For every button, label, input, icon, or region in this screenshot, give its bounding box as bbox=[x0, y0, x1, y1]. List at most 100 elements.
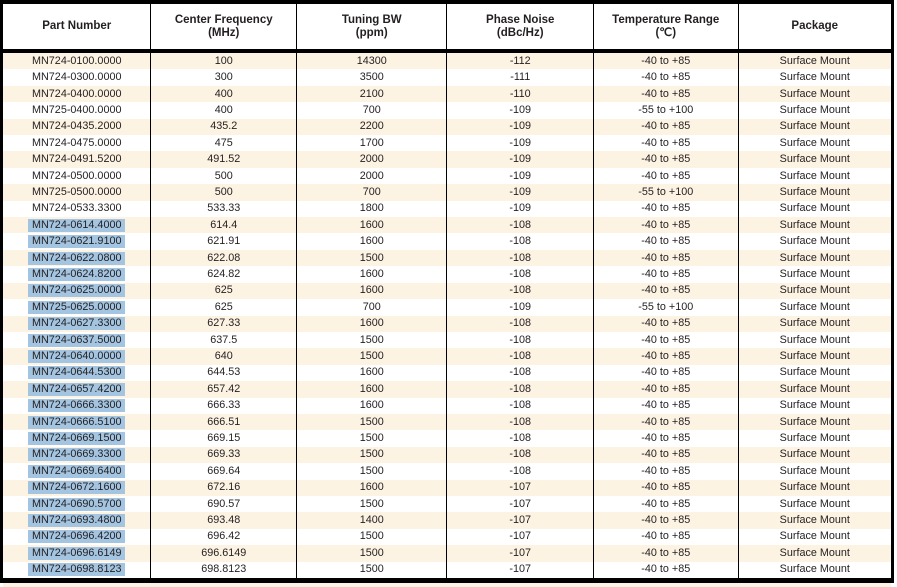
table-cell-package: Surface Mount bbox=[739, 463, 892, 479]
table-cell-part-number[interactable]: MN724-0491.5200 bbox=[3, 151, 152, 168]
table-cell-part-number[interactable]: MN724-0475.0000 bbox=[3, 135, 152, 152]
table-cell-part-number[interactable]: MN724-0666.5100 bbox=[3, 413, 152, 431]
table-cell-part-number[interactable]: MN724-0625.0000 bbox=[3, 282, 152, 300]
cell-text: 1600 bbox=[359, 382, 384, 395]
table-cell-part-number[interactable]: MN724-0627.3300 bbox=[3, 315, 152, 332]
table-cell-part-number[interactable]: MN724-0669.1500 bbox=[3, 430, 152, 447]
selected-text: MN724-0698.8123 bbox=[28, 563, 126, 577]
cell-text: Surface Mount bbox=[779, 136, 850, 149]
table-cell-part-number[interactable]: MN724-0622.0800 bbox=[3, 249, 152, 267]
cell-text: -108 bbox=[509, 432, 532, 445]
cell-text: 1500 bbox=[359, 350, 384, 363]
table-cell-temperature-range-c: -40 to +85 bbox=[594, 217, 739, 234]
table-cell-part-number[interactable]: MN724-0644.5300 bbox=[3, 364, 152, 382]
table-cell-package: Surface Mount bbox=[739, 201, 892, 217]
table-cell-part-number[interactable]: MN724-0621.9100 bbox=[3, 233, 152, 250]
table-cell-part-number[interactable]: MN724-0657.4200 bbox=[3, 381, 152, 398]
table-cell-package: Surface Mount bbox=[739, 381, 892, 397]
table-cell-part-number[interactable]: MN724-0669.6400 bbox=[3, 463, 152, 480]
cell-text: -108 bbox=[509, 251, 532, 264]
cell-text: 696.6149 bbox=[201, 546, 247, 559]
table-cell-center-frequency-mhz: 640 bbox=[151, 348, 297, 365]
table-cell-tuning-bw-ppm: 1500 bbox=[297, 528, 448, 546]
cell-text: 1500 bbox=[359, 563, 384, 576]
cell-text: 669.64 bbox=[207, 464, 241, 477]
table-cell-temperature-range-c: -40 to +85 bbox=[594, 446, 739, 464]
cell-text: Surface Mount bbox=[779, 563, 850, 576]
table-cell-temperature-range-c: -40 to +85 bbox=[594, 282, 739, 300]
cell-text: Surface Mount bbox=[779, 218, 850, 231]
table-cell-part-number[interactable]: MN724-0100.0000 bbox=[3, 53, 152, 70]
cell-text: 14300 bbox=[356, 54, 387, 67]
table-cell-package: Surface Mount bbox=[739, 233, 892, 249]
cell-text: 666.51 bbox=[207, 415, 241, 428]
table-cell-part-number[interactable]: MN724-0669.3300 bbox=[3, 446, 152, 464]
table-cell-phase-noise-dbc-hz: -108 bbox=[447, 217, 594, 234]
cell-text: 1600 bbox=[359, 366, 384, 379]
table-cell-part-number[interactable]: MN725-0400.0000 bbox=[3, 102, 152, 119]
table-cell-part-number[interactable]: MN725-0500.0000 bbox=[3, 184, 152, 201]
cell-text: -108 bbox=[509, 284, 532, 297]
table-cell-part-number[interactable]: MN724-0300.0000 bbox=[3, 69, 152, 86]
table-cell-package: Surface Mount bbox=[739, 217, 892, 233]
table-cell-part-number[interactable]: MN724-0696.6149 bbox=[3, 545, 152, 562]
table-cell-tuning-bw-ppm: 1500 bbox=[297, 348, 448, 365]
table-cell-tuning-bw-ppm: 1500 bbox=[297, 446, 448, 464]
selected-text: MN724-0624.8200 bbox=[28, 267, 126, 281]
cell-text: 1600 bbox=[359, 218, 384, 231]
cell-text: 3500 bbox=[359, 71, 384, 84]
selected-text: MN724-0690.5700 bbox=[28, 497, 126, 511]
table-cell-part-number[interactable]: MN724-0693.4800 bbox=[3, 512, 152, 529]
cell-text: MN724-0435.2000 bbox=[32, 120, 122, 133]
table-cell-tuning-bw-ppm: 2000 bbox=[297, 167, 448, 185]
cell-text: Surface Mount bbox=[779, 185, 850, 198]
table-cell-temperature-range-c: -40 to +85 bbox=[594, 348, 739, 365]
cell-text: 400 bbox=[214, 87, 233, 100]
table-cell-part-number[interactable]: MN724-0637.5000 bbox=[3, 331, 152, 349]
cell-text: 614.4 bbox=[210, 218, 238, 231]
cell-text: Surface Mount bbox=[779, 87, 850, 100]
cell-text: -40 to +85 bbox=[641, 120, 691, 133]
table-cell-part-number[interactable]: MN724-0624.8200 bbox=[3, 266, 152, 283]
cell-text: -111 bbox=[510, 71, 531, 84]
table-cell-phase-noise-dbc-hz: -109 bbox=[447, 167, 594, 185]
table-cell-part-number[interactable]: MN725-0625.0000 bbox=[3, 299, 152, 316]
cell-text: -108 bbox=[509, 317, 532, 330]
table-cell-part-number[interactable]: MN724-0690.5700 bbox=[3, 495, 152, 513]
table-cell-part-number[interactable]: MN724-0533.3300 bbox=[3, 200, 152, 218]
table-cell-package: Surface Mount bbox=[739, 430, 892, 446]
table-cell-temperature-range-c: -40 to +85 bbox=[594, 495, 739, 513]
table-cell-part-number[interactable]: MN724-0672.1600 bbox=[3, 479, 152, 496]
cell-text: -40 to +85 bbox=[641, 235, 691, 248]
table-cell-part-number[interactable]: MN724-0666.3300 bbox=[3, 397, 152, 414]
table-cell-phase-noise-dbc-hz: -108 bbox=[447, 446, 594, 464]
table-cell-tuning-bw-ppm: 1500 bbox=[297, 463, 448, 480]
table-cell-part-number[interactable]: MN724-0400.0000 bbox=[3, 85, 152, 103]
table-cell-phase-noise-dbc-hz: -108 bbox=[447, 364, 594, 382]
table-cell-center-frequency-mhz: 533.33 bbox=[151, 200, 297, 218]
table-body: MN724-0100.0000 100 14300 -112 -40 to +85 Sur… bbox=[3, 53, 891, 578]
table-cell-part-number[interactable]: MN724-0500.0000 bbox=[3, 167, 152, 185]
cell-text: -108 bbox=[509, 415, 532, 428]
table-cell-part-number[interactable]: MN724-0435.2000 bbox=[3, 118, 152, 136]
cell-text: Surface Mount bbox=[779, 481, 850, 494]
table-cell-part-number[interactable]: MN724-0640.0000 bbox=[3, 348, 152, 365]
cell-text: 1600 bbox=[359, 481, 384, 494]
table-cell-package: Surface Mount bbox=[739, 283, 892, 299]
table-cell-part-number[interactable]: MN724-0614.4000 bbox=[3, 217, 152, 234]
table-cell-part-number[interactable]: MN724-0698.8123 bbox=[3, 561, 152, 578]
table-cell-phase-noise-dbc-hz: -108 bbox=[447, 282, 594, 300]
table-cell-part-number[interactable]: MN724-0696.4200 bbox=[3, 528, 152, 546]
table-cell-tuning-bw-ppm: 2100 bbox=[297, 85, 448, 103]
table-row: MN724-0533.3300 533.33 1800 -109 -40 to +85 S… bbox=[3, 200, 892, 218]
table-cell-tuning-bw-ppm: 1600 bbox=[297, 364, 448, 382]
table-cell-center-frequency-mhz: 614.4 bbox=[151, 217, 297, 234]
table-cell-temperature-range-c: -40 to +85 bbox=[594, 266, 739, 283]
table-cell-phase-noise-dbc-hz: -108 bbox=[447, 331, 594, 349]
cell-text: -40 to +85 bbox=[641, 317, 691, 330]
column-header-unit: (dBc/Hz) bbox=[496, 26, 544, 39]
table-cell-temperature-range-c: -40 to +85 bbox=[594, 69, 739, 86]
table-row: MN724-0657.4200 657.42 1600 -108 -40 to +85 S… bbox=[3, 381, 892, 398]
cell-text: Surface Mount bbox=[779, 300, 850, 313]
cell-text: 640 bbox=[214, 350, 233, 363]
